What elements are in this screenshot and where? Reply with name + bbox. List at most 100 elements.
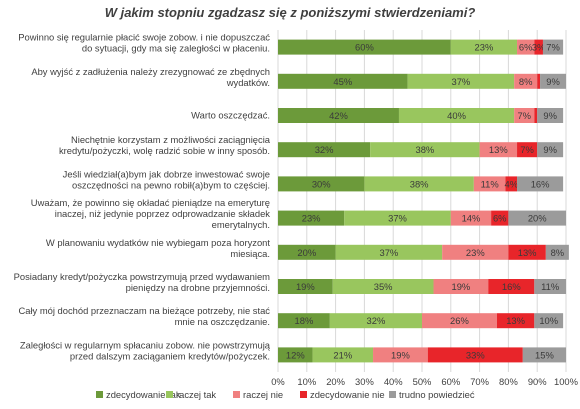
bar-segment bbox=[542, 39, 564, 55]
bar-segment bbox=[278, 279, 333, 294]
category-label-line: emerytalnych. bbox=[212, 219, 270, 230]
category-label: Zaległości w regularnym spłacaniu zobow.… bbox=[20, 339, 271, 361]
bar-segment bbox=[329, 313, 422, 329]
legend-label: raczej tak bbox=[176, 389, 216, 400]
bar-segment bbox=[514, 73, 538, 89]
category-label-line: Posiadany kredyt/pożyczka powstrzymują p… bbox=[14, 271, 271, 282]
bar-segment bbox=[370, 142, 480, 158]
data-label: 32% bbox=[367, 315, 386, 326]
data-label: 6% bbox=[493, 213, 507, 224]
category-label-line: kredytu/pożyczki, wolę radzić sobie w in… bbox=[59, 145, 270, 156]
data-label: 8% bbox=[551, 247, 565, 258]
data-label: 32% bbox=[315, 144, 334, 155]
bar-segment bbox=[332, 279, 434, 294]
chart-title: W jakim stopniu zgadzasz się z poniższym… bbox=[105, 5, 476, 20]
legend-swatch bbox=[166, 391, 173, 398]
bars: 60% 23% 6% 3% 7%45% 37% 8% 9%42% 40% 7% 9%32% 38% 13… bbox=[278, 39, 569, 363]
data-label: 13% bbox=[489, 144, 508, 155]
x-axis-ticks: 0% 10% 20% 30% 40% 50% 60% 70% 80% 90% 100% bbox=[271, 376, 578, 387]
data-label: 9% bbox=[543, 110, 557, 121]
category-label-line: inaczej, niż jedynie poprzez odprowadzan… bbox=[55, 208, 271, 219]
data-label: 13% bbox=[518, 247, 537, 258]
category-label: W planowaniu wydatków nie wybiegam poza … bbox=[46, 237, 270, 259]
bar-segment bbox=[278, 244, 336, 260]
bar-segment bbox=[278, 142, 371, 158]
data-label: 38% bbox=[410, 178, 429, 189]
bar-segment bbox=[373, 347, 428, 363]
bar-segment bbox=[479, 142, 518, 158]
data-label: 19% bbox=[391, 349, 410, 360]
category-label-line: Niechętnie korzystam z możliwości zaciąg… bbox=[71, 134, 271, 145]
data-label: 7% bbox=[546, 42, 560, 53]
category-label-line: Aby wyjść z zadłużenia należy zrezygnowa… bbox=[31, 66, 270, 77]
data-label: 37% bbox=[388, 213, 407, 224]
category-label: Cały mój dochód przeznaczam na bieżące p… bbox=[18, 305, 270, 327]
data-label: 7% bbox=[517, 110, 531, 121]
data-label: 45% bbox=[333, 76, 352, 87]
data-label: 40% bbox=[447, 110, 466, 121]
data-label: 3% bbox=[532, 42, 546, 53]
category-label: Uważam, że powinno się okładać pieniądze… bbox=[31, 197, 271, 230]
bar-segment bbox=[407, 73, 515, 89]
bar-segment bbox=[364, 176, 474, 192]
bar-segment bbox=[450, 39, 518, 55]
bar-segment bbox=[534, 313, 564, 329]
data-label: 15% bbox=[535, 349, 554, 360]
data-label: 14% bbox=[462, 213, 481, 224]
data-label: 37% bbox=[451, 76, 470, 87]
bar-segment bbox=[278, 73, 408, 89]
x-tick-label: 0% bbox=[271, 376, 285, 387]
data-label: 12% bbox=[286, 349, 305, 360]
data-label: 7% bbox=[520, 144, 534, 155]
bar-segment bbox=[278, 108, 399, 123]
bar-segment bbox=[344, 210, 451, 226]
legend-swatch bbox=[96, 391, 103, 398]
legend-swatch bbox=[300, 391, 307, 398]
bar-segment bbox=[534, 108, 538, 123]
category-label-line: mnie na oszczędzanie. bbox=[175, 316, 270, 327]
data-label: 18% bbox=[295, 315, 314, 326]
data-label: 11% bbox=[541, 281, 559, 292]
x-tick-label: 10% bbox=[297, 376, 316, 387]
data-label: 19% bbox=[296, 281, 315, 292]
bar-segment bbox=[278, 176, 365, 192]
data-label: 9% bbox=[546, 76, 560, 87]
data-label: 16% bbox=[531, 178, 550, 189]
data-label: 60% bbox=[355, 42, 374, 53]
data-label: 4% bbox=[504, 178, 518, 189]
bar-segment bbox=[508, 210, 566, 226]
category-label: Posiadany kredyt/pożyczka powstrzymują p… bbox=[14, 271, 271, 293]
category-label: Jeśli wiedział(a)bym jak dobrze inwestow… bbox=[63, 168, 270, 190]
bar-segment bbox=[278, 347, 313, 363]
bar-segment bbox=[517, 39, 535, 55]
data-label: 23% bbox=[466, 247, 485, 258]
bar-segment bbox=[422, 313, 497, 329]
x-tick-label: 100% bbox=[554, 376, 578, 387]
data-label: 33% bbox=[466, 349, 485, 360]
data-label: 21% bbox=[333, 349, 352, 360]
bar-segment bbox=[517, 142, 538, 158]
data-label: 19% bbox=[451, 281, 470, 292]
data-label: 37% bbox=[379, 247, 398, 258]
bar-segment bbox=[312, 347, 374, 363]
bar-segment bbox=[517, 176, 564, 192]
category-label-line: Jeśli wiedział(a)bym jak dobrze inwestow… bbox=[63, 168, 270, 179]
data-label: 20% bbox=[297, 247, 316, 258]
x-tick-label: 80% bbox=[499, 376, 518, 387]
x-tick-label: 30% bbox=[355, 376, 374, 387]
legend-label: zdecydowanie tak bbox=[106, 389, 181, 400]
category-label-line: Warto oszczędzać. bbox=[191, 110, 270, 121]
bar-segment bbox=[534, 39, 543, 55]
bar-segment bbox=[278, 39, 451, 55]
legend-label: zdecydowanie nie bbox=[310, 389, 385, 400]
bar-segment bbox=[488, 279, 535, 294]
data-label: 20% bbox=[528, 213, 547, 224]
bar-segment bbox=[522, 347, 566, 363]
x-tick-label: 20% bbox=[326, 376, 345, 387]
bar-segment bbox=[514, 108, 535, 123]
bar-segment bbox=[278, 210, 345, 226]
bar-segment bbox=[505, 176, 518, 192]
legend-swatch bbox=[389, 391, 396, 398]
